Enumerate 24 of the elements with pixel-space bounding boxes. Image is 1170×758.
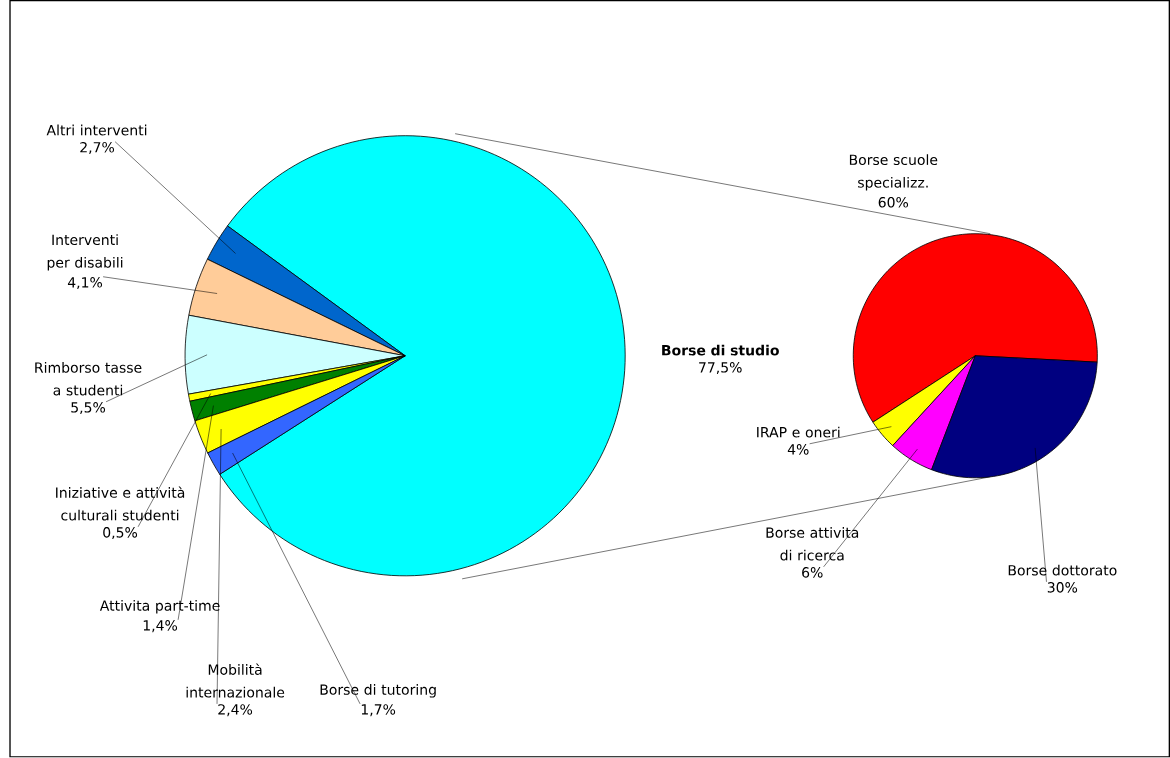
- data-label: 60%: [878, 197, 909, 208]
- slice-label: Borse attivita di ricerca: [766, 527, 859, 561]
- data-label: 30%: [1047, 582, 1078, 593]
- slice-label: Borse di studio: [662, 344, 779, 356]
- slice-label: Iniziative e attività culturali studenti: [56, 486, 185, 521]
- slice-label: Rimborso tasse a studenti: [35, 362, 142, 396]
- slice-label: Altri interventi: [46, 124, 147, 136]
- data-label: 0,5%: [103, 527, 138, 540]
- slice-label: Interventi per disabili: [47, 234, 123, 271]
- data-label: 1,4%: [143, 620, 178, 633]
- data-label: 4%: [787, 444, 809, 455]
- slice-label: Borse di tutoring: [320, 684, 436, 698]
- data-label: 2,7%: [80, 142, 115, 155]
- slice-label: Borse scuole specializz.: [849, 154, 938, 191]
- data-label: 77,5%: [699, 362, 742, 375]
- data-label: 1,7%: [361, 704, 396, 717]
- slice-label: Mobilità internazionale: [186, 663, 285, 698]
- data-label: 2,4%: [218, 704, 253, 717]
- slice-label: Borse dottorato: [1008, 564, 1117, 576]
- data-label: 5,5%: [71, 402, 106, 415]
- slice-label: Attivita part-time: [99, 600, 220, 614]
- data-label: 4,1%: [67, 277, 103, 290]
- slice-label: IRAP e oneri: [757, 426, 840, 438]
- data-label: 6%: [802, 567, 823, 578]
